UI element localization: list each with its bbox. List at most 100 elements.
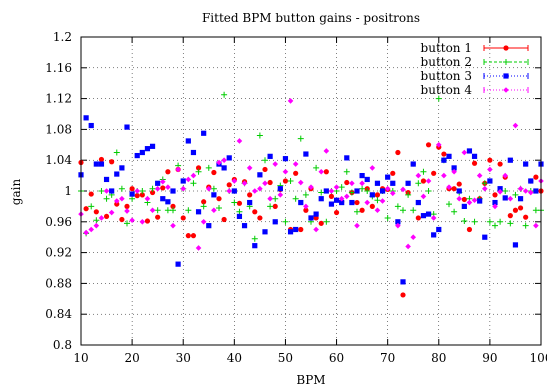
- data-point: [246, 165, 253, 171]
- data-point: [103, 195, 110, 202]
- data-point: [185, 176, 192, 183]
- data-point: [195, 209, 202, 215]
- data-point: [134, 193, 140, 199]
- data-point: [354, 199, 360, 206]
- data-point: [164, 207, 171, 214]
- data-point: [155, 214, 161, 220]
- data-point: [221, 165, 227, 171]
- data-point: [533, 188, 539, 194]
- data-point: [149, 207, 156, 214]
- data-point: [328, 201, 335, 207]
- data-point: [471, 153, 478, 159]
- data-point: [195, 165, 202, 171]
- data-point: [471, 160, 478, 166]
- data-point: [435, 142, 442, 148]
- data-point: [466, 226, 473, 233]
- data-point: [165, 184, 171, 190]
- data-point: [436, 226, 442, 233]
- data-point: [415, 180, 422, 187]
- data-point: [425, 142, 432, 148]
- data-point: [93, 209, 99, 215]
- chart-title: Fitted BPM button gains - positrons: [202, 11, 420, 25]
- data-point: [482, 234, 488, 240]
- data-point: [354, 208, 360, 215]
- y-tick-label: 1.08: [45, 122, 72, 136]
- data-point: [180, 185, 187, 192]
- data-point: [185, 138, 191, 144]
- data-point: [384, 214, 391, 221]
- y-tick-label: 0.84: [45, 307, 72, 321]
- data-point: [129, 191, 135, 197]
- data-point: [139, 149, 145, 156]
- data-point: [431, 170, 437, 176]
- data-point: [282, 178, 289, 184]
- data-point: [180, 178, 186, 184]
- y-tick-label: 0.8: [53, 338, 72, 352]
- data-point: [333, 197, 340, 203]
- data-point: [287, 229, 294, 235]
- data-point: [272, 219, 278, 225]
- legend-marker: [503, 73, 509, 79]
- plot-frame: [80, 36, 542, 346]
- data-point: [195, 168, 202, 175]
- data-point: [456, 195, 463, 202]
- data-point: [236, 208, 243, 215]
- data-point: [395, 222, 401, 229]
- data-point: [486, 218, 493, 225]
- data-point: [201, 130, 207, 136]
- data-point: [149, 185, 156, 192]
- data-point: [83, 229, 89, 236]
- data-point: [297, 179, 304, 186]
- data-point: [379, 188, 386, 194]
- data-point: [318, 220, 324, 226]
- data-point: [256, 132, 263, 139]
- x-tick-label: 90: [482, 351, 497, 365]
- data-point: [272, 195, 279, 202]
- data-point: [88, 122, 94, 129]
- x-axis-label: BPM: [296, 373, 325, 387]
- data-point: [144, 195, 151, 202]
- data-point: [134, 152, 140, 159]
- data-point: [124, 220, 130, 227]
- data-point: [338, 184, 345, 191]
- y-tick-label: 1.16: [45, 61, 72, 75]
- y-tick-label: 0.92: [45, 246, 72, 260]
- data-point: [195, 245, 202, 251]
- data-point: [287, 98, 294, 104]
- x-tick-label: 40: [227, 351, 242, 365]
- data-point: [344, 179, 350, 186]
- data-point: [487, 157, 493, 163]
- data-point: [318, 168, 325, 175]
- data-point: [109, 159, 115, 165]
- data-point: [211, 207, 217, 214]
- legend-marker: [503, 45, 509, 51]
- data-point: [487, 166, 493, 173]
- data-point: [190, 149, 197, 156]
- data-point: [400, 292, 406, 298]
- data-point: [231, 188, 237, 194]
- data-point: [313, 226, 319, 233]
- data-point: [385, 174, 391, 180]
- data-point: [323, 188, 329, 194]
- data-point: [154, 207, 161, 214]
- data-point: [446, 153, 452, 159]
- data-point: [292, 195, 299, 202]
- data-point: [149, 189, 156, 196]
- y-tick-label: 1: [64, 184, 72, 198]
- data-point: [425, 178, 432, 184]
- data-point: [118, 185, 125, 192]
- data-point: [359, 185, 366, 192]
- data-point: [441, 172, 447, 179]
- data-point: [303, 203, 309, 210]
- data-point: [532, 207, 539, 214]
- data-point: [512, 207, 519, 213]
- data-point: [205, 164, 212, 171]
- x-tick-label: 60: [329, 351, 344, 365]
- data-point: [170, 222, 176, 229]
- data-point: [144, 218, 151, 224]
- data-point: [420, 178, 427, 184]
- data-point: [502, 195, 508, 201]
- data-point: [466, 199, 473, 206]
- data-point: [354, 222, 360, 229]
